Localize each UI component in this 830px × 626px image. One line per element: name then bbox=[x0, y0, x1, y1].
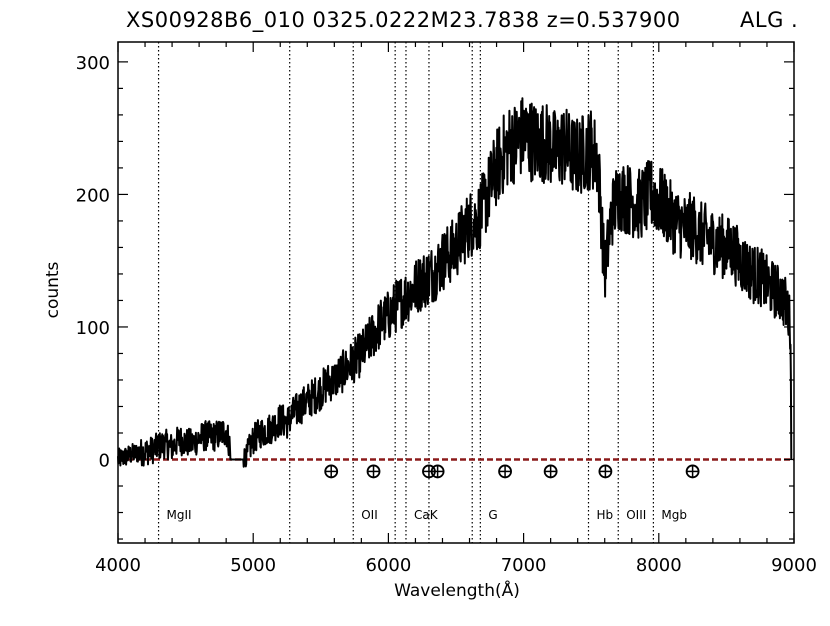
chart-title: XS00928B6_010 0325.0222M23.7838 z=0.5379… bbox=[126, 8, 681, 33]
sky-marker-4 bbox=[498, 464, 512, 479]
x-tick-label: 8000 bbox=[636, 555, 682, 576]
spectrum-series bbox=[117, 97, 793, 468]
sky-marker-3 bbox=[430, 464, 445, 479]
feature-label-oii: OII bbox=[361, 508, 378, 522]
feature-label-g: G bbox=[488, 508, 497, 522]
sky-marker-7 bbox=[685, 464, 700, 479]
feature-label-mgii: MgII bbox=[167, 508, 192, 522]
sky-markers bbox=[324, 464, 700, 479]
feature-label-hb: Hb bbox=[596, 508, 613, 522]
x-tick-label: 7000 bbox=[501, 555, 547, 576]
y-tick-label: 0 bbox=[99, 451, 110, 472]
feature-label-oiii: OIII bbox=[626, 508, 646, 522]
y-axis-label: counts bbox=[43, 261, 63, 318]
y-tick-label: 100 bbox=[76, 318, 110, 339]
spectrum-line bbox=[117, 97, 793, 468]
x-tick-label: 6000 bbox=[365, 555, 411, 576]
x-tick-label: 4000 bbox=[95, 555, 141, 576]
feature-labels: MgII OII CaK G Hb OIII Mgb bbox=[167, 508, 687, 522]
y-tick-label: 200 bbox=[76, 185, 110, 206]
x-axis-label: Wavelength(Å) bbox=[394, 579, 520, 601]
feature-label-mgb: Mgb bbox=[661, 508, 687, 522]
sky-marker-5 bbox=[543, 464, 558, 479]
feature-label-cak: CaK bbox=[414, 508, 439, 522]
sky-marker-1 bbox=[366, 464, 381, 479]
sky-marker-6 bbox=[598, 464, 613, 479]
chart-title-right: ALG . bbox=[740, 8, 798, 32]
axes: 4000 5000 6000 7000 8000 9000 0 100 200 300 bbox=[76, 41, 817, 576]
plot-frame bbox=[117, 41, 795, 544]
sky-marker-0 bbox=[324, 464, 339, 479]
x-tick-label: 5000 bbox=[230, 555, 276, 576]
y-tick-label: 300 bbox=[76, 53, 110, 74]
x-tick-label: 9000 bbox=[771, 555, 817, 576]
